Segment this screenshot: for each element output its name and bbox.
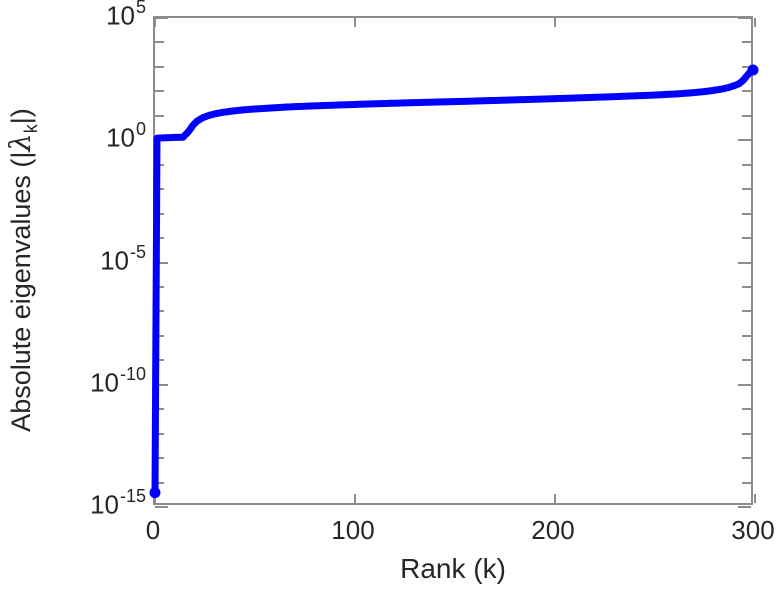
y-axis-minor-tick [155, 41, 164, 44]
y-axis-minor-tick [155, 481, 164, 484]
y-axis-major-tick [155, 506, 168, 508]
y-axis-major-tick-right [738, 261, 751, 264]
y-axis-minor-tick-right [742, 310, 751, 313]
y-axis-minor-tick-right [742, 188, 751, 191]
y-axis-minor-tick-right [742, 481, 751, 484]
y-axis-minor-tick [155, 90, 164, 93]
data-point-marker [747, 64, 759, 76]
eigenvalue-markers [149, 64, 759, 499]
y-axis-major-tick [155, 383, 168, 386]
y-axis-minor-tick-right [742, 212, 751, 215]
y-axis-minor-tick-right [742, 285, 751, 288]
y-axis-minor-tick-right [742, 114, 751, 117]
x-axis-tick [554, 494, 556, 503]
data-point-marker [149, 487, 161, 499]
x-axis-tick-label: 300 [731, 515, 775, 545]
x-axis-tick-label: 0 [145, 515, 161, 545]
y-axis-minor-tick-right [742, 90, 751, 93]
y-axis-major-tick-right [738, 139, 751, 142]
x-axis-tick-top [554, 18, 556, 27]
y-axis-tick-label: 100 [106, 119, 146, 153]
y-axis-minor-tick [155, 457, 164, 460]
x-axis-tick [754, 494, 756, 503]
x-axis-tick [154, 494, 156, 503]
y-axis-minor-tick-right [742, 65, 751, 68]
y-axis-major-tick-right [738, 17, 751, 19]
y-axis-major-tick [155, 261, 168, 264]
y-axis-minor-tick-right [742, 432, 751, 435]
series-curve [149, 64, 759, 499]
y-axis-minor-tick-right [742, 457, 751, 460]
x-axis-tick-label: 100 [331, 515, 375, 545]
y-axis-minor-tick [155, 432, 164, 435]
y-axis-minor-tick-right [742, 408, 751, 411]
x-axis-tick [354, 494, 356, 503]
y-axis-minor-tick [155, 114, 164, 117]
y-axis-minor-tick-right [742, 237, 751, 240]
y-axis-major-tick [155, 17, 168, 19]
y-axis-minor-tick [155, 65, 164, 68]
y-axis-minor-tick-right [742, 163, 751, 166]
y-axis-minor-tick-right [742, 359, 751, 362]
y-axis-major-tick-right [738, 506, 751, 508]
y-axis-minor-tick [155, 334, 164, 337]
y-axis-tick-label: 10-15 [90, 486, 146, 520]
y-axis-minor-tick-right [742, 334, 751, 337]
y-axis-tick-label: 10-10 [90, 363, 146, 398]
y-axis-minor-tick [155, 359, 164, 362]
x-axis-tick-label: 200 [531, 515, 575, 545]
y-axis-minor-tick [155, 408, 164, 411]
x-axis-tick-top [154, 18, 156, 27]
x-axis-tick-top [754, 18, 756, 27]
y-axis-tick-label: 10-5 [100, 241, 146, 276]
y-axis-tick-label: 105 [106, 0, 146, 31]
eigenvalue-line [151, 66, 757, 497]
x-axis-title: Rank (k) [400, 553, 506, 584]
x-axis-tick-top [354, 18, 356, 27]
y-axis-major-tick-right [738, 383, 751, 386]
y-axis-minor-tick-right [742, 41, 751, 44]
